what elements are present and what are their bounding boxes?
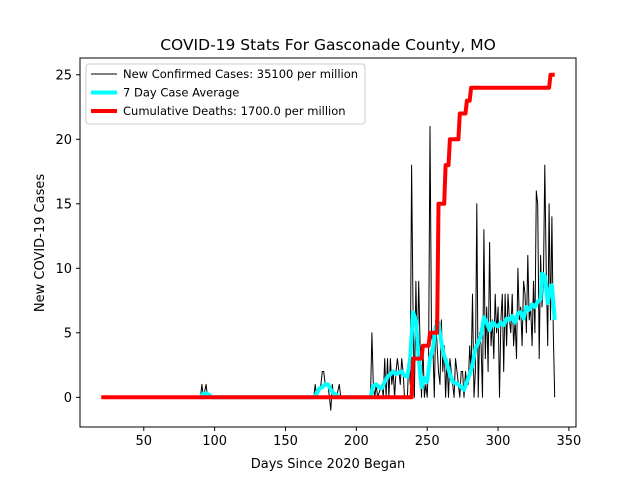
y-tick-label: 10 xyxy=(55,262,72,277)
y-tick-label: 20 xyxy=(55,133,72,148)
legend-new-confirmed-cases-label: New Confirmed Cases: 35100 per million xyxy=(123,67,358,81)
cumulative-deaths-line xyxy=(101,72,555,400)
x-tick-label: 150 xyxy=(273,434,298,449)
y-tick-label: 15 xyxy=(55,197,72,212)
x-tick-label: 300 xyxy=(486,434,511,449)
x-axis-title: Days Since 2020 Began xyxy=(251,457,406,472)
legend-box xyxy=(85,63,366,125)
y-tick-label: 5 xyxy=(64,326,72,341)
plot-frame xyxy=(79,57,577,428)
legend-cumulative-deaths-label: Cumulative Deaths: 1700.0 per million xyxy=(123,104,346,118)
chart-title: COVID-19 Stats For Gasconade County, MO xyxy=(160,36,496,54)
series-layer xyxy=(101,72,557,411)
y-axis-title: New COVID-19 Cases xyxy=(33,174,48,312)
y-tick-label: 25 xyxy=(55,68,72,83)
y-tick-label: 0 xyxy=(64,391,72,406)
legend: New Confirmed Cases: 35100 per million 7 … xyxy=(85,63,366,125)
y-axis: 0 5 10 15 20 25 xyxy=(55,68,80,406)
x-tick-label: 350 xyxy=(557,434,582,449)
x-tick-label: 250 xyxy=(415,434,440,449)
legend-7-day-average-label: 7 Day Case Average xyxy=(123,86,239,100)
x-tick-label: 100 xyxy=(202,434,227,449)
x-tick-label: 200 xyxy=(344,434,369,449)
x-axis: 50 100 150 200 250 300 350 xyxy=(135,427,581,449)
x-tick-label: 50 xyxy=(135,434,152,449)
